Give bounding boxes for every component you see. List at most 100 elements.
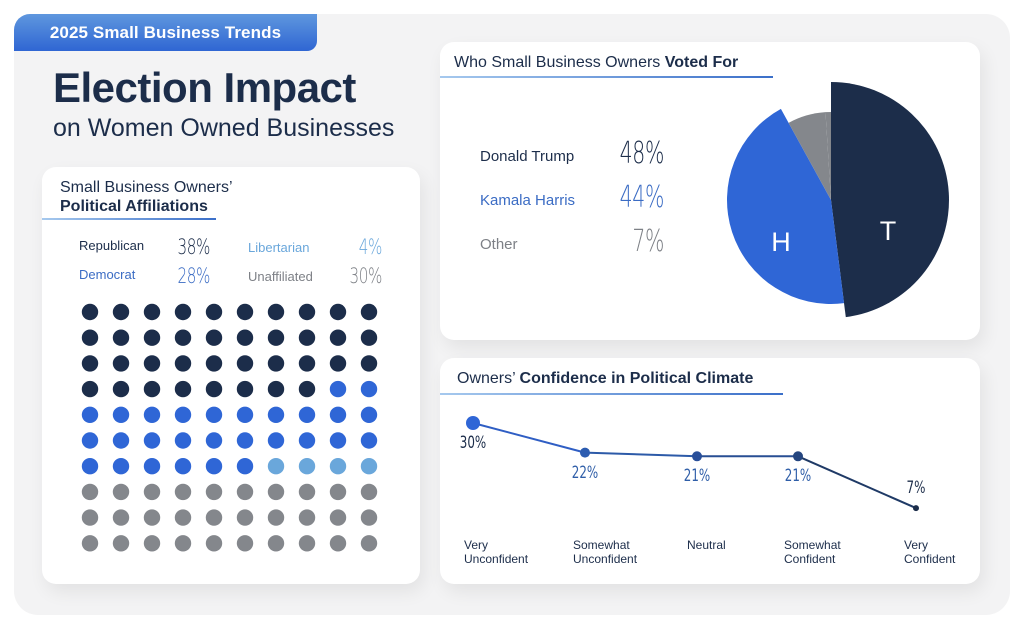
confidence-heading-bold: Confidence in Political Climate bbox=[519, 370, 754, 387]
waffle-dot-unaffiliated bbox=[329, 509, 347, 526]
waffle-dot-democrat bbox=[143, 432, 161, 449]
waffle-dot-republican bbox=[360, 355, 378, 372]
waffle-dot-democrat bbox=[267, 432, 285, 449]
waffle-dot-democrat bbox=[236, 432, 254, 449]
waffle-dot-republican bbox=[236, 355, 254, 372]
waffle-dot-unaffiliated bbox=[112, 509, 130, 526]
waffle-dot-unaffiliated bbox=[236, 535, 254, 552]
waffle-dot-republican bbox=[143, 355, 161, 372]
category-label-line: Somewhat bbox=[573, 538, 630, 552]
line-point bbox=[793, 451, 803, 462]
category-label-line: Very bbox=[464, 538, 489, 552]
waffle-dot-republican bbox=[298, 380, 316, 398]
waffle-dot-unaffiliated bbox=[112, 483, 130, 501]
waffle-dot-republican bbox=[205, 355, 223, 372]
waffle-dot-republican bbox=[267, 355, 285, 372]
vote-value-donald-trump: 48% bbox=[619, 136, 665, 171]
waffle-dot-republican bbox=[360, 329, 378, 346]
waffle-dot-unaffiliated bbox=[298, 535, 316, 552]
waffle-dot-democrat bbox=[236, 458, 254, 475]
line-segment bbox=[797, 455, 917, 510]
waffle-dot-democrat bbox=[81, 458, 99, 475]
pie-label-t: T bbox=[880, 216, 897, 246]
waffle-dot-democrat bbox=[81, 406, 99, 423]
pie-slice-other bbox=[788, 112, 831, 200]
category-label-line: Very bbox=[904, 538, 929, 552]
waffle-dot-republican bbox=[329, 303, 347, 321]
vote-card: Who Small Business Owners Voted For Dona… bbox=[440, 42, 980, 340]
waffle-dot-democrat bbox=[329, 380, 347, 398]
vote-value-other: 7% bbox=[632, 224, 664, 259]
affiliations-waffle-chart bbox=[81, 303, 378, 552]
waffle-dot-unaffiliated bbox=[236, 509, 254, 526]
waffle-dot-unaffiliated bbox=[236, 483, 254, 501]
affiliations-card: Small Business Owners’ Political Affilia… bbox=[42, 167, 420, 584]
waffle-dot-democrat bbox=[298, 432, 316, 449]
pie-slice-kamala-harris bbox=[726, 108, 845, 304]
waffle-dot-unaffiliated bbox=[267, 535, 285, 552]
pie-label-h: H bbox=[771, 227, 791, 257]
waffle-dot-unaffiliated bbox=[329, 483, 347, 501]
legend-value-libertarian: 4% bbox=[358, 235, 383, 259]
category-label: Somewhat Confident bbox=[784, 538, 841, 566]
category-label-line: Neutral bbox=[687, 538, 726, 552]
waffle-dot-democrat bbox=[174, 406, 192, 423]
waffle-dot-democrat bbox=[112, 432, 130, 449]
waffle-dot-unaffiliated bbox=[112, 535, 130, 552]
waffle-dot-democrat bbox=[205, 432, 223, 449]
page-subtitle: on Women Owned Businesses bbox=[53, 114, 395, 142]
waffle-dot-democrat bbox=[329, 406, 347, 423]
waffle-dot-democrat bbox=[112, 458, 130, 475]
waffle-dot-republican bbox=[360, 303, 378, 321]
waffle-dot-republican bbox=[298, 329, 316, 346]
waffle-dot-democrat bbox=[174, 458, 192, 475]
waffle-dot-libertarian bbox=[267, 458, 285, 475]
waffle-dot-republican bbox=[143, 380, 161, 398]
confidence-line-chart bbox=[466, 416, 919, 512]
waffle-dot-unaffiliated bbox=[360, 509, 378, 526]
vote-heading-regular: Who Small Business Owners bbox=[454, 54, 665, 71]
legend-label-libertarian: Libertarian bbox=[248, 240, 310, 255]
category-label: Somewhat Unconfident bbox=[573, 538, 637, 566]
waffle-dot-unaffiliated bbox=[205, 535, 223, 552]
category-label-line: Confident bbox=[784, 552, 836, 566]
line-segment bbox=[472, 422, 586, 454]
waffle-dot-unaffiliated bbox=[143, 483, 161, 501]
legend-value-republican: 38% bbox=[177, 235, 210, 259]
waffle-dot-unaffiliated bbox=[298, 483, 316, 501]
waffle-dot-republican bbox=[112, 355, 130, 372]
data-label: 21% bbox=[683, 466, 711, 487]
confidence-card: Owners’ Confidence in Political Climate … bbox=[440, 358, 980, 584]
waffle-dot-republican bbox=[81, 303, 99, 321]
waffle-dot-republican bbox=[236, 380, 254, 398]
waffle-dot-unaffiliated bbox=[174, 509, 192, 526]
category-label-line: Somewhat bbox=[784, 538, 841, 552]
waffle-dot-republican bbox=[112, 303, 130, 321]
waffle-dot-libertarian bbox=[298, 458, 316, 475]
line-point bbox=[692, 451, 702, 462]
vote-label-other: Other bbox=[480, 236, 518, 253]
waffle-dot-democrat bbox=[267, 406, 285, 423]
waffle-dot-unaffiliated bbox=[174, 535, 192, 552]
waffle-dot-democrat bbox=[298, 406, 316, 423]
waffle-dot-republican bbox=[298, 355, 316, 372]
waffle-dot-republican bbox=[267, 329, 285, 346]
waffle-dot-democrat bbox=[143, 406, 161, 423]
waffle-dot-republican bbox=[174, 355, 192, 372]
waffle-dot-republican bbox=[205, 303, 223, 321]
data-label: 7% bbox=[906, 478, 926, 499]
vote-heading: Who Small Business Owners Voted For bbox=[454, 54, 738, 72]
waffle-dot-republican bbox=[174, 303, 192, 321]
affiliations-underline bbox=[42, 218, 216, 220]
category-label: Neutral bbox=[687, 538, 726, 552]
category-label-line: Unconfident bbox=[573, 552, 638, 566]
data-label: 30% bbox=[459, 433, 487, 453]
waffle-dot-republican bbox=[174, 380, 192, 398]
waffle-dot-republican bbox=[267, 380, 285, 398]
legend-label-democrat: Democrat bbox=[79, 267, 136, 282]
line-point bbox=[580, 447, 590, 458]
waffle-dot-democrat bbox=[205, 406, 223, 423]
legend-value-democrat: 28% bbox=[177, 264, 210, 288]
waffle-dot-unaffiliated bbox=[81, 483, 99, 501]
waffle-dot-republican bbox=[81, 355, 99, 372]
